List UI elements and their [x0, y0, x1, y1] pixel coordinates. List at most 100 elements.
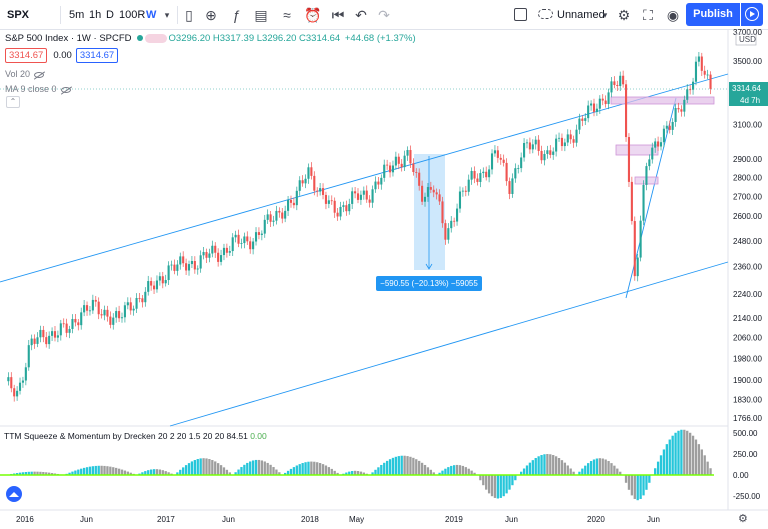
candle-body: [499, 157, 502, 160]
candle-body: [598, 98, 601, 109]
indicator-legend[interactable]: TTM Squeeze & Momentum by Drecken 20 2 2…: [4, 431, 267, 441]
candle-body: [514, 168, 517, 179]
interval-d[interactable]: D: [106, 9, 114, 21]
gear-icon[interactable]: ⚙: [738, 513, 748, 525]
play-icon[interactable]: [741, 3, 763, 26]
interval-5m[interactable]: 5m: [69, 9, 85, 21]
candle-body: [217, 252, 220, 262]
candle-body: [292, 202, 295, 206]
chevron-down-icon[interactable]: ▾: [164, 10, 170, 20]
time-tick-label: May: [349, 515, 364, 524]
price-tick-label: 1900.00: [733, 376, 762, 385]
candle-body: [126, 302, 129, 306]
candle-body: [179, 256, 182, 265]
candle-body: [152, 285, 156, 290]
price-tick-label: 2140.00: [733, 314, 762, 323]
candle-body: [77, 322, 80, 326]
candle-body: [173, 264, 176, 271]
candle-body: [123, 305, 126, 318]
candle-body: [150, 281, 153, 286]
momentum-bar: [438, 472, 441, 475]
undo-icon[interactable]: ↶: [355, 7, 367, 23]
momentum-bar: [534, 458, 537, 475]
channel-upper-line[interactable]: [0, 73, 729, 283]
layout-name[interactable]: Unnamed: [557, 9, 605, 21]
buy-price[interactable]: 3314.67: [75, 48, 119, 63]
candle-body: [651, 147, 654, 160]
tradingview-logo-icon[interactable]: [6, 486, 22, 502]
candle-body: [342, 205, 345, 207]
candle-body: [362, 190, 365, 195]
candle-body: [205, 252, 208, 258]
momentum-bar: [528, 462, 532, 475]
momentum-bar: [543, 454, 546, 475]
price-tick-label: 1766.00: [733, 414, 762, 423]
momentum-bar: [176, 472, 179, 475]
momentum-bar: [659, 455, 663, 475]
market-status-icon: [136, 35, 143, 42]
momentum-bar: [190, 461, 194, 475]
replay-icon[interactable]: ⏮: [331, 7, 345, 23]
candle-body: [278, 210, 281, 213]
interval-1h[interactable]: 1h: [89, 9, 102, 21]
momentum-bar: [371, 472, 374, 475]
fx-icon[interactable]: ƒ: [232, 7, 240, 23]
candle-body: [118, 311, 121, 319]
measure-range-box[interactable]: [414, 154, 445, 270]
momentum-bar: [313, 461, 316, 475]
collapse-legend-icon[interactable]: ⌃: [6, 96, 20, 108]
templates-icon[interactable]: ≈: [283, 7, 291, 23]
momentum-bar: [522, 468, 526, 475]
fullscreen-icon[interactable]: ⛶: [643, 7, 653, 23]
interval-w[interactable]: W: [146, 9, 157, 21]
volume-indicator[interactable]: Vol 20: [5, 69, 45, 79]
candle-body: [202, 252, 205, 256]
camera-icon[interactable]: ◉: [666, 7, 680, 23]
supply-zone-top[interactable]: [610, 96, 715, 105]
bars-icon[interactable]: ▤: [254, 7, 268, 23]
momentum-bar: [394, 456, 398, 475]
candle-body: [520, 157, 523, 169]
momentum-bar: [391, 457, 395, 475]
momentum-bar: [50, 473, 54, 475]
momentum-bar: [514, 475, 517, 481]
eye-hidden-icon[interactable]: [34, 71, 45, 78]
trend-line[interactable]: [625, 97, 677, 299]
candle-body: [211, 245, 214, 254]
momentum-bar: [164, 471, 167, 475]
momentum-bar: [161, 470, 164, 475]
momentum-bar: [263, 461, 266, 475]
layout-icon[interactable]: [514, 8, 527, 21]
candles-icon[interactable]: ▯: [185, 7, 193, 23]
candle-body: [48, 335, 51, 345]
momentum-bar: [464, 467, 467, 475]
eye-hidden-icon[interactable]: [60, 86, 71, 93]
momentum-bar: [642, 475, 645, 496]
symbol-search[interactable]: SPX: [7, 9, 30, 21]
chevron-down-icon[interactable]: ▾: [602, 10, 608, 20]
candle-body: [330, 200, 333, 202]
redo-icon[interactable]: ↷: [378, 7, 390, 23]
channel-lower-line[interactable]: [169, 261, 729, 427]
candle-body: [397, 156, 400, 164]
momentum-bar: [123, 470, 127, 475]
momentum-bar: [668, 439, 671, 475]
gear-icon[interactable]: ⚙: [617, 7, 631, 23]
sell-price[interactable]: 3314.67: [5, 48, 48, 63]
alarm-icon[interactable]: ⏰: [304, 7, 322, 23]
publish-button[interactable]: Publish: [686, 3, 740, 26]
candle-body: [581, 118, 584, 121]
currency-box[interactable]: [735, 33, 757, 46]
symbol-title[interactable]: S&P 500 Index · 1W · SPCFD: [5, 33, 132, 44]
candle-body: [182, 256, 185, 264]
candle-body: [59, 323, 62, 336]
momentum-bar: [648, 475, 651, 483]
momentum-bar: [219, 465, 223, 475]
candle-body: [214, 245, 217, 253]
momentum-bar: [619, 471, 622, 475]
flag-icon[interactable]: [144, 33, 167, 43]
candle-body: [339, 206, 342, 217]
add-icon[interactable]: ⊕: [205, 7, 217, 23]
interval-100r[interactable]: 100R: [119, 9, 146, 21]
